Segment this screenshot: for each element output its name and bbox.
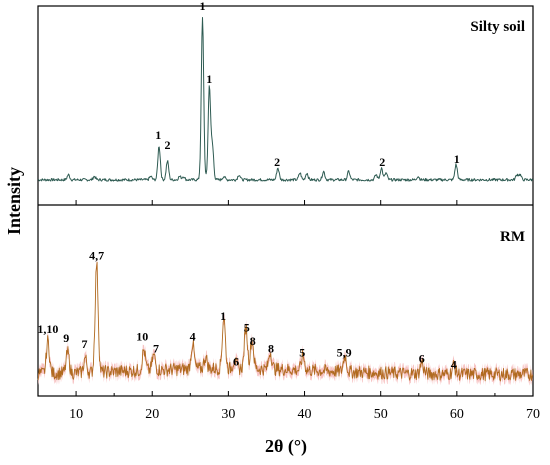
x-tick-label-70: 70 [526, 407, 540, 422]
x-tick-label-10: 10 [69, 407, 83, 422]
series-line-rm [37, 261, 534, 382]
x-axis-title: 2θ (°) [265, 436, 307, 457]
peak-label-silty-soil-0: 1 [155, 128, 161, 142]
peak-label-rm-1: 9 [63, 331, 69, 345]
peak-label-rm-3: 4,7 [89, 249, 104, 263]
series-band-rm [38, 257, 533, 386]
peak-label-silty-soil-2: 1 [200, 0, 206, 13]
y-axis-title: Intensity [4, 167, 24, 235]
peak-label-rm-7: 1 [220, 309, 226, 323]
panel-title-rm: RM [500, 229, 525, 245]
peak-label-rm-4: 10 [136, 330, 148, 344]
plot-frame [37, 5, 534, 397]
peak-label-rm-2: 7 [82, 337, 88, 351]
x-tick-label-30: 30 [221, 407, 235, 422]
peak-label-silty-soil-6: 1 [454, 152, 460, 166]
peak-label-silty-soil-1: 2 [165, 138, 171, 152]
x-tick-label-20: 20 [145, 407, 159, 422]
peak-label-rm-14: 6 [419, 352, 425, 366]
peak-label-rm-0: 1,10 [37, 322, 58, 336]
x-axis: 10 20 30 40 50 60 70 [37, 200, 540, 422]
peak-label-rm-8: 6 [233, 355, 239, 369]
peak-label-silty-soil-5: 2 [379, 155, 385, 169]
x-tick-label-50: 50 [374, 407, 388, 422]
peak-label-rm-6: 4 [190, 330, 196, 344]
peak-label-silty-soil-4: 2 [274, 155, 280, 169]
peak-label-rm-11: 8 [268, 341, 274, 355]
peak-label-silty-soil-3: 1 [206, 72, 212, 86]
peak-label-rm-9: 5 [244, 321, 250, 335]
peak-label-rm-10: 8 [250, 334, 256, 348]
peak-label-rm-12: 5 [299, 346, 305, 360]
series-line-silty-soil [37, 17, 534, 182]
x-tick-label-60: 60 [450, 407, 464, 422]
x-tick-label-40: 40 [298, 407, 312, 422]
peak-label-rm-5: 7 [153, 341, 159, 355]
peak-label-rm-15: 4 [451, 358, 457, 372]
peak-label-rm-13: 5,9 [337, 346, 352, 360]
panel-title-silty-soil: Silty soil [470, 19, 525, 35]
